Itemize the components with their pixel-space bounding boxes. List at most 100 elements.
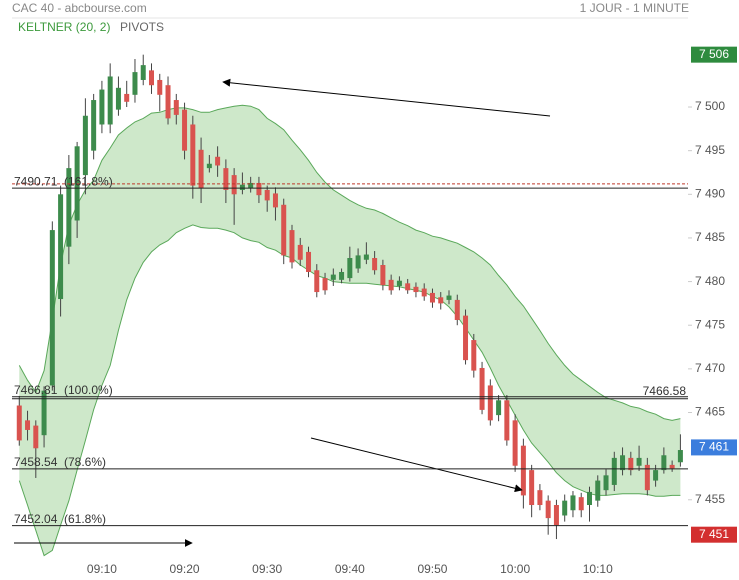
candle-body	[611, 457, 617, 485]
level-label: 7452.04	[14, 512, 58, 526]
candle-body	[529, 470, 535, 506]
candle-body	[537, 490, 543, 506]
level-label: 7458.54	[14, 455, 58, 469]
candle-body	[388, 279, 394, 291]
candle-body	[545, 500, 551, 519]
x-tick-label: 09:40	[335, 562, 365, 576]
candle-body	[479, 367, 485, 410]
y-tick-label: 7 470	[695, 361, 725, 375]
candle-body	[620, 455, 626, 471]
candle-body	[636, 457, 642, 466]
keltner-lower	[18, 224, 681, 557]
price-marker	[691, 439, 737, 456]
candle-body	[396, 280, 402, 286]
level-pct: (161.8%)	[64, 174, 113, 188]
candle-body	[454, 299, 460, 320]
y-tick-label: 7 495	[695, 143, 725, 157]
price-marker-label: 7 461	[699, 440, 729, 454]
plot-area	[16, 54, 683, 557]
price-marker-label: 7 451	[699, 527, 729, 541]
level-pct: (100.0%)	[64, 383, 113, 397]
candle-body	[562, 500, 568, 516]
arrow	[310, 437, 523, 493]
arrow	[222, 78, 551, 117]
candle-body	[578, 497, 584, 511]
candle-body	[124, 93, 130, 102]
candle-body	[99, 89, 105, 125]
y-tick-label: 7 490	[695, 186, 725, 200]
candle-body	[677, 450, 683, 463]
candle-body	[504, 400, 510, 441]
level-label: 7466.81	[14, 383, 58, 397]
candle-body	[661, 455, 667, 471]
candle-body	[653, 470, 659, 481]
price-marker	[691, 526, 737, 543]
candle-body	[339, 271, 345, 280]
legend-keltner: KELTNER (20, 2)	[18, 20, 110, 34]
y-tick-label: 7 485	[695, 230, 725, 244]
candle-body	[198, 149, 204, 189]
candle-body	[58, 194, 64, 300]
candle-body	[115, 87, 121, 110]
candle-body	[223, 168, 229, 190]
x-tick-label: 09:10	[87, 562, 117, 576]
candle-body	[82, 115, 88, 176]
candle-body	[471, 340, 477, 371]
candle-body	[405, 283, 411, 291]
candle-body	[91, 100, 97, 151]
candle-body	[148, 70, 154, 86]
candle-body	[520, 445, 526, 496]
candle-body	[421, 288, 427, 297]
x-tick-label: 09:30	[252, 562, 282, 576]
candle-body	[553, 505, 559, 526]
chart-title: CAC 40 - abcbourse.com	[12, 1, 147, 15]
candle-body	[463, 315, 469, 361]
candle-body	[66, 168, 72, 247]
candle-body	[289, 230, 295, 263]
candle-body	[157, 79, 163, 95]
candle-body	[248, 182, 254, 189]
candle-body	[165, 85, 171, 119]
candle-body	[644, 464, 650, 491]
candle-body	[256, 182, 262, 196]
legend-pivots: PIVOTS	[120, 20, 164, 34]
candle-body	[16, 405, 22, 441]
level-pct: (61.8%)	[64, 512, 106, 526]
candle-body	[182, 109, 188, 151]
candle-body	[41, 390, 47, 436]
chart-subtitle: 1 JOUR - 1 MINUTE	[580, 1, 689, 15]
candle-body	[570, 495, 576, 511]
y-tick-label: 7 475	[695, 317, 725, 331]
keltner-band	[19, 105, 681, 556]
candle-body	[231, 175, 237, 195]
candle-body	[380, 264, 386, 286]
candle-body	[487, 385, 493, 421]
candle-body	[264, 189, 270, 201]
x-tick-label: 10:00	[500, 562, 530, 576]
candle-body	[297, 244, 303, 260]
candle-body	[413, 286, 419, 293]
candle-body	[322, 278, 328, 291]
candle-body	[33, 425, 39, 449]
candle-body	[330, 274, 336, 280]
candle-body	[215, 156, 221, 166]
candle-body	[512, 420, 518, 466]
candle-body	[429, 292, 435, 303]
candle-body	[603, 475, 609, 491]
candle-body	[446, 295, 452, 300]
candle-body	[140, 65, 146, 80]
candle-body	[173, 100, 179, 115]
candle-body	[595, 480, 601, 501]
candle-body	[190, 124, 196, 186]
level-label: 7490.71	[14, 174, 58, 188]
y-tick-label: 7 455	[695, 492, 725, 506]
y-tick-label: 7 500	[695, 99, 725, 113]
candle-body	[281, 204, 287, 256]
candle-body	[314, 270, 320, 293]
y-tick-label: 7 480	[695, 274, 725, 288]
candle-body	[107, 76, 113, 125]
candle-body	[347, 258, 353, 279]
level-pct: (78.6%)	[64, 455, 106, 469]
candle-body	[628, 457, 634, 471]
